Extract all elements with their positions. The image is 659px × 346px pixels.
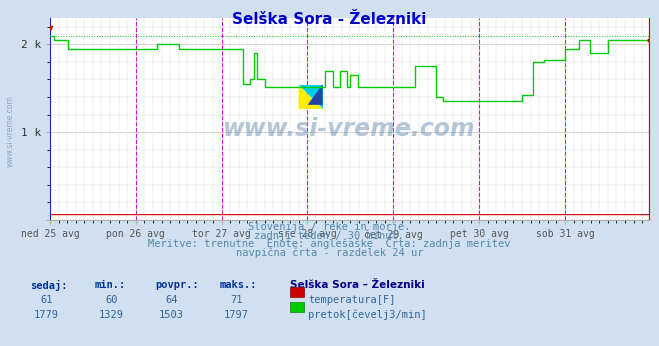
Text: min.:: min.: [95,280,127,290]
Text: navpična črta - razdelek 24 ur: navpična črta - razdelek 24 ur [236,247,423,258]
Text: zadnji teden / 30 minut.: zadnji teden / 30 minut. [254,231,405,241]
Polygon shape [299,85,322,109]
Text: 61: 61 [40,295,53,305]
Text: www.si-vreme.com: www.si-vreme.com [5,95,14,167]
Text: temperatura[F]: temperatura[F] [308,295,395,305]
Polygon shape [299,85,322,109]
Text: Selška Sora – Železniki: Selška Sora – Železniki [290,280,425,290]
Text: Meritve: trenutne  Enote: anglešaške  Črta: zadnja meritev: Meritve: trenutne Enote: anglešaške Črta… [148,237,511,249]
Text: 1779: 1779 [34,310,59,320]
Text: maks.:: maks.: [220,280,258,290]
Text: Slovenija / reke in morje.: Slovenija / reke in morje. [248,222,411,232]
Text: 1503: 1503 [159,310,184,320]
Text: 1797: 1797 [224,310,249,320]
Text: pretok[čevelj3/min]: pretok[čevelj3/min] [308,310,427,320]
Polygon shape [308,85,322,105]
Text: 60: 60 [105,295,118,305]
Text: sedaj:: sedaj: [30,280,67,291]
Text: 71: 71 [230,295,243,305]
Text: 1329: 1329 [99,310,124,320]
Text: Selška Sora - Železniki: Selška Sora - Železniki [233,12,426,27]
Text: www.si-vreme.com: www.si-vreme.com [223,117,476,141]
Text: povpr.:: povpr.: [155,280,199,290]
Text: 64: 64 [165,295,178,305]
